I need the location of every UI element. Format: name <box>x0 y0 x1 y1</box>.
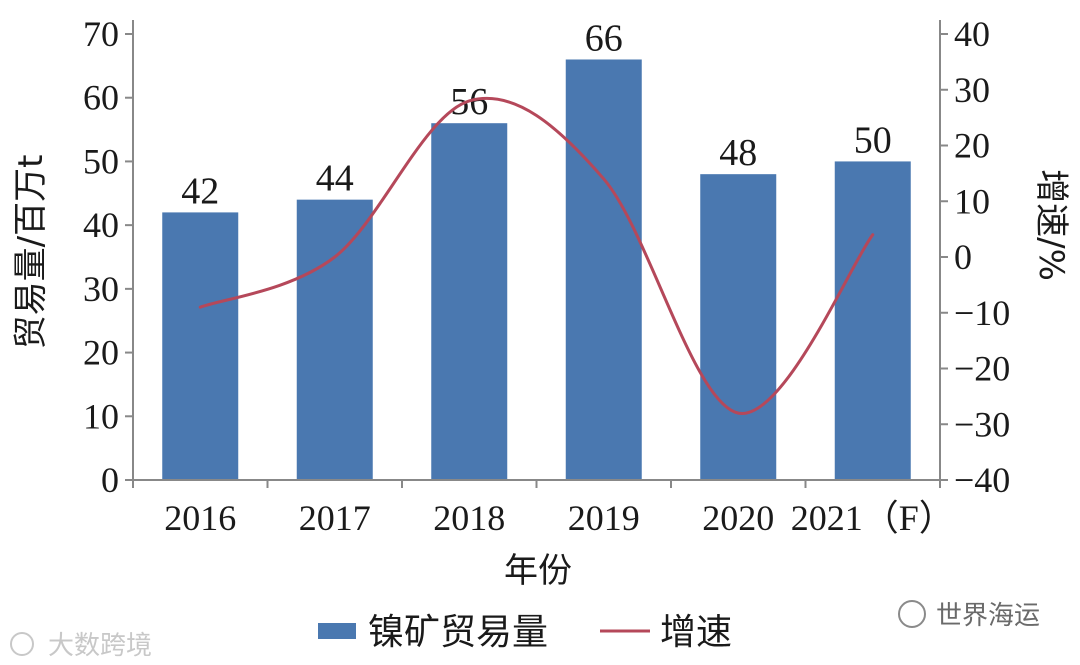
bar-data-label: 44 <box>316 158 354 200</box>
watermark-right-icon <box>898 600 926 628</box>
right-y-axis: −40 −30 −20 −10 0 10 20 30 40 <box>940 14 1010 500</box>
line-series <box>198 96 875 415</box>
left-tick-label: 10 <box>83 396 119 436</box>
watermark-left-icon <box>10 632 34 656</box>
left-tick-label: 40 <box>83 205 119 245</box>
right-tick-label: −40 <box>954 460 1010 500</box>
bar <box>565 59 642 480</box>
bar <box>834 161 911 480</box>
bar-data-label: 42 <box>181 170 219 212</box>
x-tick-label: 2018 <box>433 498 505 538</box>
bar <box>162 212 239 480</box>
right-tick-label: 20 <box>954 126 990 166</box>
watermark-left-text: 大数跨境 <box>48 631 152 661</box>
right-tick-label: 10 <box>954 181 990 221</box>
x-axis: 2016 2017 2018 2019 2020 2021（F） <box>132 480 955 538</box>
watermark-right: 世界海运 <box>898 600 1040 631</box>
right-tick-label: 30 <box>954 70 990 110</box>
right-tick-label: −30 <box>954 404 1010 444</box>
x-tick-label: 2017 <box>299 498 371 538</box>
bar-data-label: 48 <box>719 132 757 174</box>
right-tick-label: 40 <box>954 14 990 54</box>
x-tick-label: 2016 <box>164 498 236 538</box>
right-tick-label: −20 <box>954 349 1010 389</box>
legend: 镍矿贸易量 增速 <box>318 612 732 653</box>
x-tick-label: 2019 <box>568 498 640 538</box>
legend-swatch-bar <box>318 623 356 639</box>
left-tick-label: 20 <box>83 333 119 373</box>
bar-data-label: 66 <box>585 17 623 59</box>
x-tick-label: 2020 <box>702 498 774 538</box>
legend-label-bar: 镍矿贸易量 <box>368 612 548 653</box>
right-tick-label: 0 <box>954 237 972 277</box>
y-axis-label: 贸易量/百万t <box>11 155 51 350</box>
left-tick-label: 70 <box>83 14 119 54</box>
left-tick-label: 30 <box>83 269 119 309</box>
bar <box>431 123 508 480</box>
growth-line <box>198 96 875 415</box>
x-tick-label: 2021（F） <box>791 498 955 538</box>
left-tick-label: 50 <box>83 141 119 181</box>
right-tick-label: −10 <box>954 293 1010 333</box>
bar-data-label: 50 <box>854 119 892 161</box>
left-y-axis: 0 10 20 30 40 50 60 70 <box>83 14 133 500</box>
bar <box>700 174 777 480</box>
bar <box>296 199 373 480</box>
y2-axis-label: 增速/% <box>1031 169 1071 281</box>
left-tick-label: 60 <box>83 78 119 118</box>
watermark-right-text: 世界海运 <box>936 601 1040 631</box>
legend-label-line: 增速 <box>660 612 732 653</box>
watermark-left: 大数跨境 <box>10 631 152 661</box>
x-axis-label: 年份 <box>504 551 572 591</box>
left-tick-label: 0 <box>101 460 119 500</box>
